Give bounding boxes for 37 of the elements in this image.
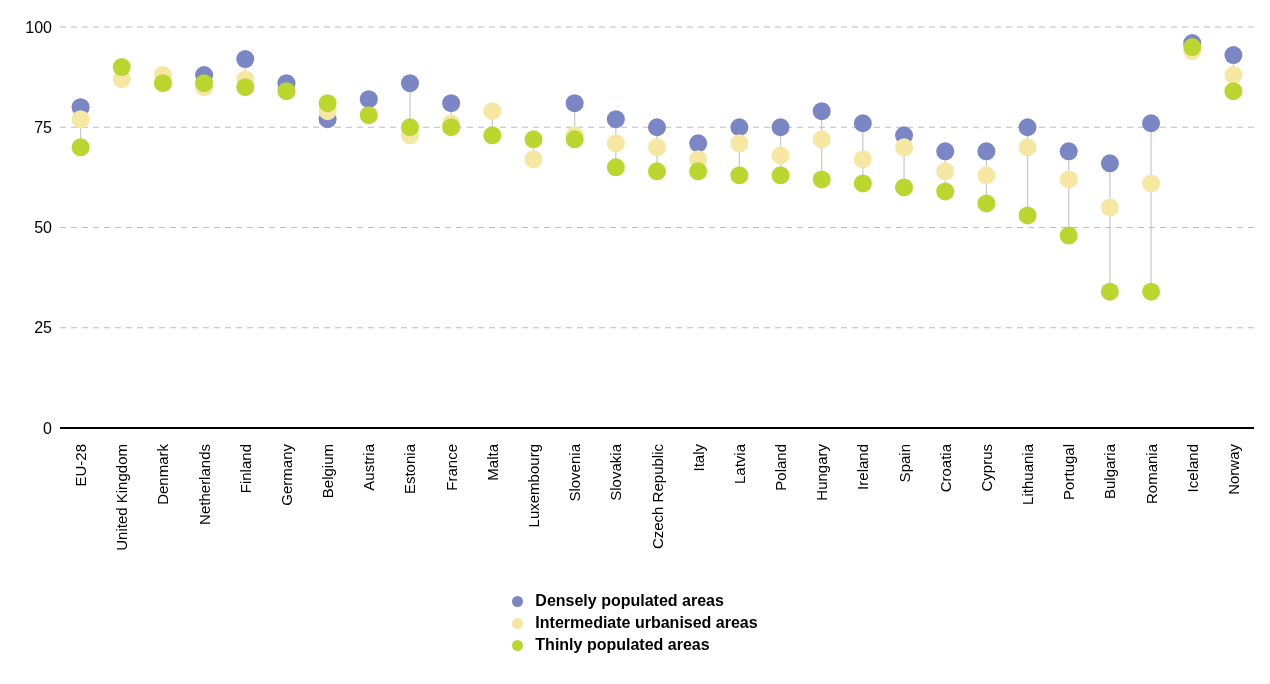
x-tick-label: Bulgaria bbox=[1101, 443, 1119, 500]
x-tick-label: Cyprus bbox=[977, 444, 995, 492]
x-tick-label: Slovenia bbox=[566, 443, 584, 502]
x-tick-label: Poland bbox=[772, 444, 790, 491]
x-tick-label: Lithuania bbox=[1019, 443, 1037, 505]
x-tick-label: France bbox=[442, 444, 460, 491]
x-tick-label: Estonia bbox=[401, 443, 419, 495]
y-tick-label: 75 bbox=[34, 118, 53, 136]
x-tick-label: Netherlands bbox=[195, 444, 213, 525]
y-tick-label: 25 bbox=[34, 319, 53, 337]
y-tick-label: 100 bbox=[25, 18, 53, 36]
x-tick-label: Belgium bbox=[319, 444, 337, 499]
x-tick-label: Iceland bbox=[1183, 444, 1201, 493]
x-tick-label: Spain bbox=[895, 444, 913, 483]
x-tick-label: Hungary bbox=[813, 443, 831, 501]
x-tick-label: Luxembourg bbox=[524, 444, 542, 528]
x-tick-label: Latvia bbox=[730, 443, 748, 485]
x-tick-label: Denmark bbox=[154, 443, 172, 505]
x-tick-label: EU-28 bbox=[72, 444, 90, 487]
x-tick-label: Finland bbox=[236, 444, 254, 494]
x-tick-label: United Kingdom bbox=[113, 444, 131, 551]
x-tick-label: Ireland bbox=[854, 444, 872, 490]
y-tick-label: 0 bbox=[43, 419, 53, 437]
x-tick-label: Croatia bbox=[936, 443, 954, 493]
x-tick-label: Norway bbox=[1224, 443, 1242, 495]
x-tick-label: Portugal bbox=[1060, 444, 1078, 500]
legend-label: Intermediate urbanised areas bbox=[535, 614, 758, 632]
legend-label: Thinly populated areas bbox=[535, 636, 710, 654]
x-tick-label: Germany bbox=[277, 443, 295, 506]
legend-label: Densely populated areas bbox=[535, 592, 724, 610]
x-tick-label: Romania bbox=[1142, 443, 1160, 505]
y-tick-label: 50 bbox=[34, 219, 53, 237]
x-tick-label: Czech Republic bbox=[648, 443, 666, 550]
x-tick-label: Slovakia bbox=[607, 443, 625, 501]
x-tick-label: Austria bbox=[360, 443, 378, 491]
x-tick-label: Italy bbox=[689, 443, 707, 472]
x-tick-label: Malta bbox=[483, 443, 501, 481]
